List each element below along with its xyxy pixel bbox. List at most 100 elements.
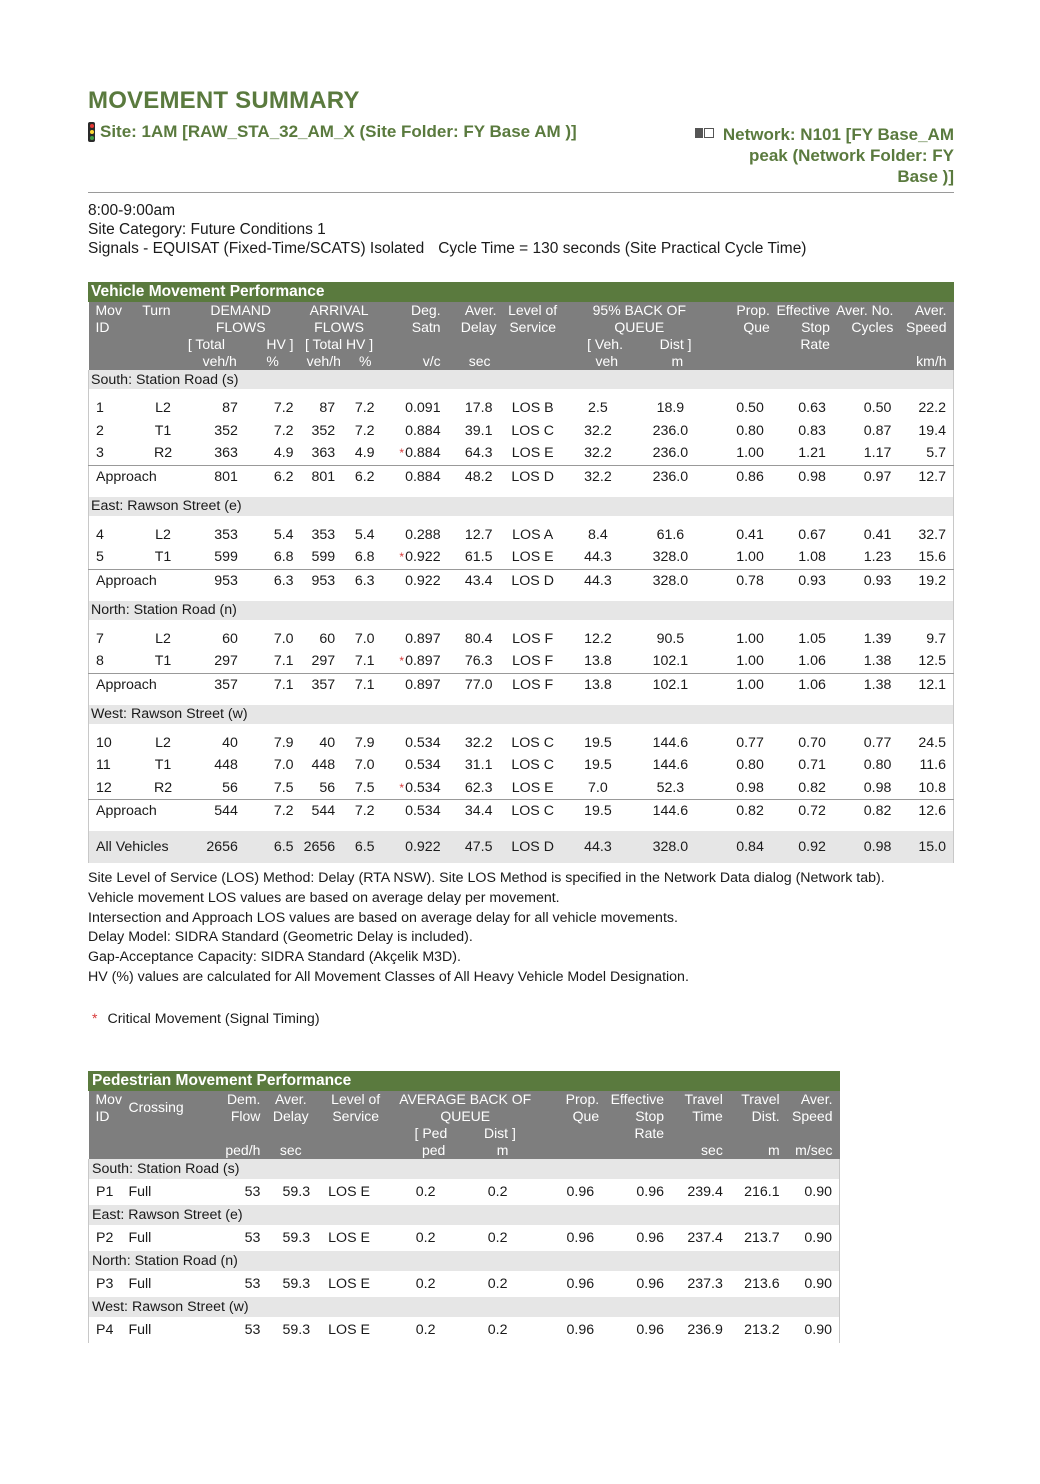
prop-queued: 0.82 — [711, 799, 772, 822]
average-delay: 43.4 — [442, 568, 499, 592]
arrival-hv: 7.2 — [354, 422, 375, 439]
critical-label: Critical Movement (Signal Timing) — [107, 1010, 320, 1027]
table-row: 12 R2 56 7.5 56 7.5 *0.534 62.3 LOS E 7.0 52.3 0.98… — [88, 776, 954, 800]
effective-stop-rate: 1.08 — [798, 549, 826, 566]
aver-speed: 12.6 — [895, 799, 954, 822]
arrival-hv: 7.2 — [343, 799, 383, 822]
demand-hv: 7.5 — [273, 779, 294, 796]
time-period: 8:00-9:00am — [88, 202, 176, 219]
degree-of-saturation: 0.288 — [383, 524, 443, 547]
aver-speed: 0.90 — [804, 1321, 832, 1338]
arrival-total: 801 — [295, 464, 344, 488]
approach-row: Approach 544 7.2 544 7.2 0.534 34.4 LOS C 19.5 14… — [88, 799, 954, 822]
mov-id: 4 — [96, 526, 104, 543]
mov-id: 10 — [96, 734, 112, 751]
critical-marker-icon: * — [399, 780, 405, 795]
turn: L2 — [155, 630, 171, 647]
table-row: P2 Full 53 59.3 LOS E 0.2 0.2 0.96 0.96 237.4 213.… — [88, 1224, 840, 1251]
average-delay: 77.0 — [442, 672, 499, 696]
demand-total: 40 — [222, 734, 238, 751]
queue-distance: 236.0 — [652, 422, 689, 439]
queue-distance: 90.5 — [656, 630, 685, 647]
network-title-line1: Network: N101 [FY Base_AM — [722, 125, 954, 144]
arrival-total: 599 — [311, 549, 336, 566]
demand-hv: 7.2 — [245, 799, 296, 822]
average-delay: 32.2 — [464, 734, 493, 751]
travel-time: 237.3 — [687, 1275, 723, 1292]
aver-no-cycles: 0.97 — [831, 464, 896, 488]
queue-vehicles: 19.5 — [584, 734, 612, 751]
prop-queued: 0.80 — [736, 757, 764, 774]
deg-value: 0.534 — [405, 779, 441, 796]
degree-of-saturation: 0.897 — [383, 628, 443, 651]
queue-distance: 0.2 — [487, 1229, 508, 1246]
effective-stop-rate: 0.96 — [636, 1229, 665, 1246]
prop-queued: 0.96 — [566, 1229, 595, 1246]
effective-stop-rate: 0.98 — [771, 464, 832, 488]
average-delay: 61.5 — [464, 549, 493, 566]
table-row: 8 T1 297 7.1 297 7.1 *0.897 76.3 LOS F 13.8 102.1 1… — [88, 650, 954, 673]
effective-stop-rate: 1.21 — [798, 445, 826, 462]
arrival-hv: 6.2 — [343, 464, 383, 488]
mov-id: 1 — [96, 400, 104, 417]
aver-speed: 12.1 — [895, 672, 954, 696]
queue-peds: 0.2 — [415, 1229, 436, 1246]
section-title: South: Station Road (s) — [88, 1158, 840, 1179]
prop-queued: 1.00 — [736, 549, 764, 566]
demand-hv: 7.2 — [273, 400, 294, 417]
arrival-total: 87 — [319, 400, 336, 417]
level-of-service: LOS E — [328, 1275, 370, 1292]
aver-speed: 32.7 — [918, 526, 946, 543]
effective-stop-rate: 0.96 — [636, 1275, 665, 1292]
approach-label: Approach — [88, 672, 186, 696]
arrival-hv: 4.9 — [354, 445, 375, 462]
queue-vehicles: 32.2 — [584, 422, 612, 439]
vehicle-table-title: Vehicle Movement Performance — [88, 282, 954, 302]
degree-of-saturation: 0.534 — [383, 732, 443, 755]
note-line: Gap-Acceptance Capacity: SIDRA Standard … — [88, 949, 461, 966]
queue-vehicles: 32.2 — [584, 445, 612, 462]
aver-no-cycles: 0.50 — [863, 400, 892, 417]
note-line: Site Level of Service (LOS) Method: Dela… — [88, 870, 885, 886]
aver-speed: 0.90 — [804, 1229, 832, 1246]
aver-speed: 12.7 — [895, 464, 954, 488]
effective-stop-rate: 0.82 — [798, 779, 826, 796]
average-delay: 76.3 — [464, 653, 493, 670]
prop-queued: 0.84 — [711, 831, 772, 863]
report-page: MOVEMENT SUMMARY Site: 1AM [RAW_STA_32_A… — [88, 86, 954, 1343]
demand-total: 353 — [214, 526, 238, 543]
queue-distance: 236.0 — [652, 445, 689, 462]
demand-hv: 4.9 — [273, 445, 294, 462]
section-row: South: Station Road (s) — [88, 1158, 840, 1179]
queue-distance: 52.3 — [656, 779, 685, 796]
arrival-total: 352 — [311, 422, 336, 439]
level-of-service: LOS D — [498, 464, 567, 488]
level-of-service: LOS C — [498, 799, 567, 822]
table-row: 11 T1 448 7.0 448 7.0 0.534 31.1 LOS C 19.5 144.6 0… — [88, 754, 954, 777]
level-of-service: LOS C — [511, 734, 554, 751]
arrival-total: 40 — [319, 734, 336, 751]
mov-id: P3 — [96, 1275, 114, 1292]
approach-row: Approach 953 6.3 953 6.3 0.922 43.4 LOS D 44.3 32… — [88, 568, 954, 592]
crossing: Full — [128, 1229, 152, 1246]
crossing: Full — [128, 1321, 152, 1338]
level-of-service: LOS A — [512, 526, 554, 543]
turn: L2 — [155, 734, 171, 751]
prop-queued: 0.96 — [566, 1321, 595, 1338]
effective-stop-rate: 1.06 — [771, 672, 832, 696]
mov-id: P1 — [96, 1183, 114, 1200]
aver-no-cycles: 1.38 — [831, 672, 896, 696]
average-delay: 47.5 — [442, 831, 499, 863]
aver-no-cycles: 0.98 — [831, 831, 896, 863]
average-delay: 12.7 — [464, 526, 493, 543]
effective-stop-rate: 1.05 — [798, 630, 826, 647]
network-title-line2: peak (Network Folder: FY — [749, 146, 954, 165]
queue-distance: 0.2 — [487, 1321, 508, 1338]
table-row: 4 L2 353 5.4 353 5.4 0.288 12.7 LOS A 8.4 61.6 0.41… — [88, 523, 954, 547]
average-delay: 59.3 — [282, 1183, 311, 1200]
queue-vehicles: 32.2 — [566, 464, 629, 488]
degree-of-saturation: 0.534 — [382, 799, 443, 822]
arrival-hv: 7.2 — [354, 400, 375, 417]
pedestrian-movement-table: Pedestrian Movement Performance Mov ID Cr… — [88, 1070, 840, 1343]
demand-hv: 6.3 — [245, 568, 296, 592]
